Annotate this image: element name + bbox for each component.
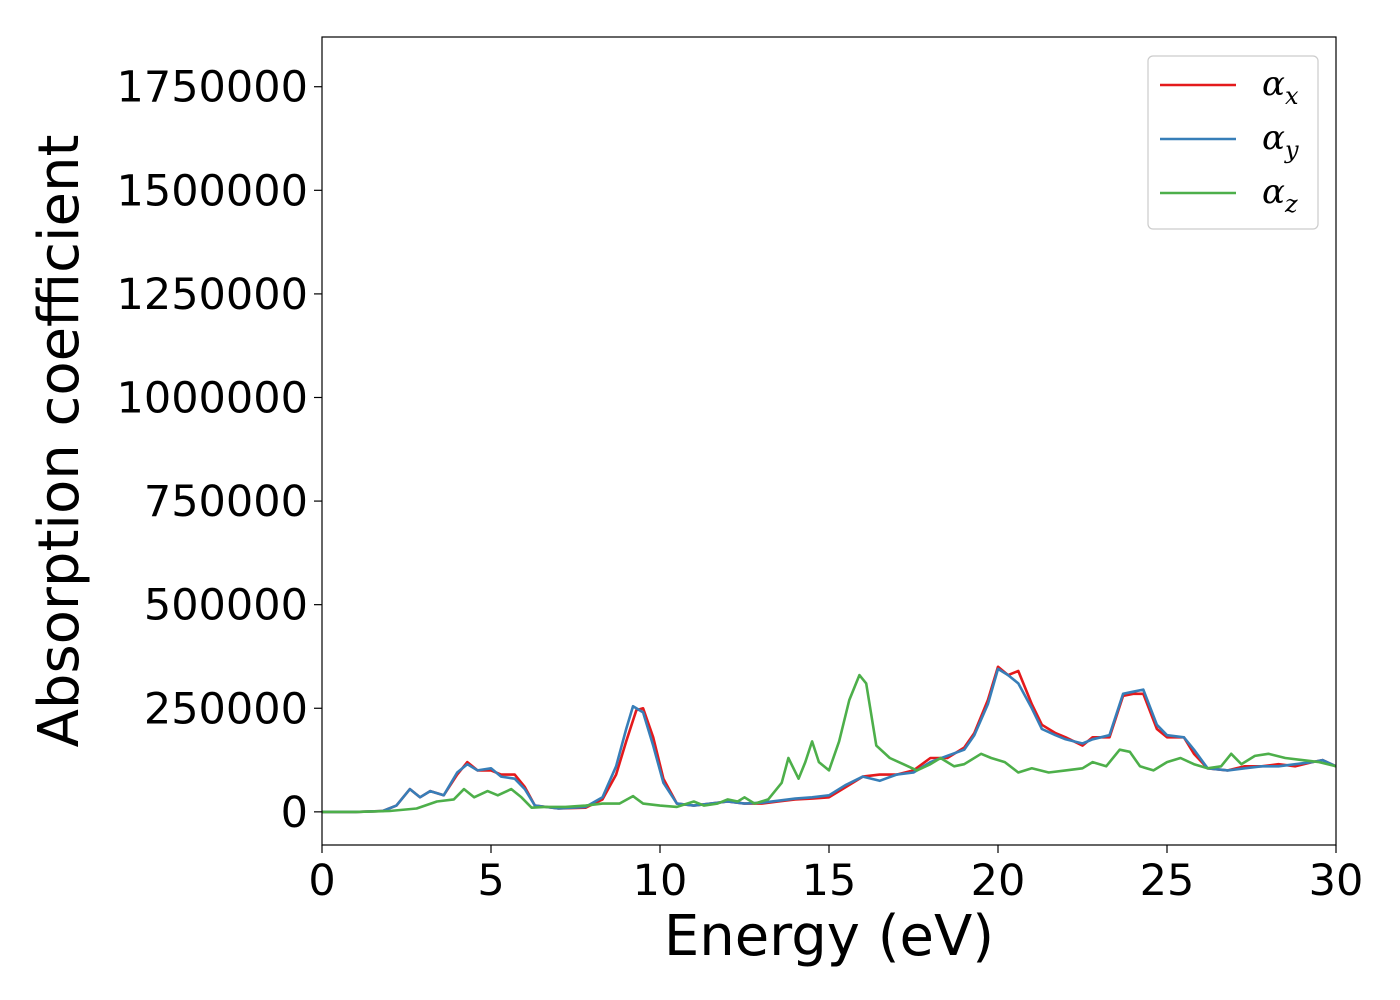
y-tick-label: 250000 xyxy=(144,684,308,734)
y-tick-label: 500000 xyxy=(144,581,308,631)
y-tick-label: 0 xyxy=(281,788,308,838)
legend-label-y: αy xyxy=(1262,118,1299,164)
legend: αx αy αz xyxy=(1147,55,1319,230)
y-tick-label: 1000000 xyxy=(116,373,308,423)
y-tick-label: 1750000 xyxy=(116,63,308,113)
y-tick-label: 1500000 xyxy=(116,166,308,216)
series-line-y xyxy=(322,667,1336,814)
x-tick-label: 20 xyxy=(971,856,1026,906)
y-axis-ticks: 0 250000 500000 750000 1000000 1250000 1500000… xyxy=(116,63,322,838)
series-line-z xyxy=(322,673,1336,814)
y-tick-label: 1250000 xyxy=(116,270,308,320)
legend-label-x: αx xyxy=(1262,64,1299,110)
legend-label-z: αz xyxy=(1262,172,1298,218)
x-tick-label: 0 xyxy=(308,856,335,906)
x-tick-label: 15 xyxy=(802,856,857,906)
y-tick-label: 750000 xyxy=(144,477,308,527)
series-layer xyxy=(322,665,1336,814)
x-axis-title: Energy (eV) xyxy=(664,904,994,969)
x-tick-label: 30 xyxy=(1309,856,1364,906)
plot-area xyxy=(321,36,1337,846)
legend-box xyxy=(1147,55,1319,230)
x-tick-label: 10 xyxy=(633,856,688,906)
x-tick-label: 5 xyxy=(477,856,504,906)
x-axis-ticks: 0 5 10 15 20 25 30 xyxy=(308,845,1363,906)
y-axis-title: Absorption coefficient xyxy=(27,135,92,748)
x-tick-label: 25 xyxy=(1140,856,1195,906)
